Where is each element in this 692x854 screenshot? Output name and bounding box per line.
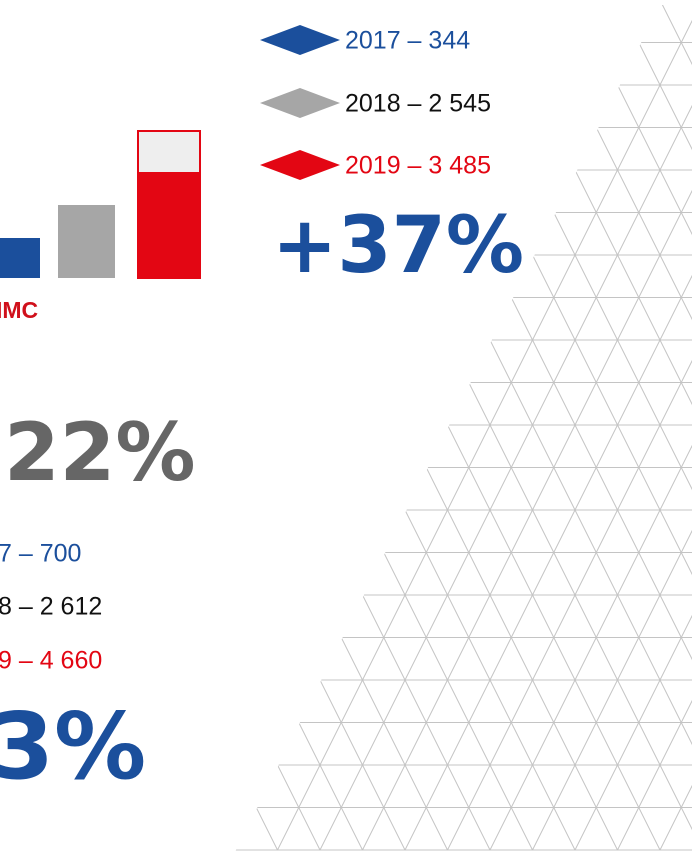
legend-diamond (260, 88, 340, 118)
growth-figure: +37% (272, 201, 524, 291)
bar (58, 205, 115, 278)
legend-label: 9 – 4 660 (0, 647, 102, 675)
legend-label: 2018 – 2 545 (345, 90, 491, 118)
legend-label: 7 – 700 (0, 540, 81, 568)
section-label: IMC (0, 297, 38, 323)
growth-figure: 3% (0, 693, 146, 800)
growth-figure: 22% (4, 406, 195, 499)
legend-diamond (260, 25, 340, 55)
legend-label: 2019 – 3 485 (345, 152, 491, 180)
bar (0, 238, 40, 278)
legend-label: 8 – 2 612 (0, 593, 102, 621)
infographic: 2017 – 344 2018 – 2 545 2019 – 3 485 +37… (0, 0, 692, 854)
legend-diamond (260, 150, 340, 180)
bar (138, 172, 200, 278)
legend-label: 2017 – 344 (345, 27, 470, 55)
